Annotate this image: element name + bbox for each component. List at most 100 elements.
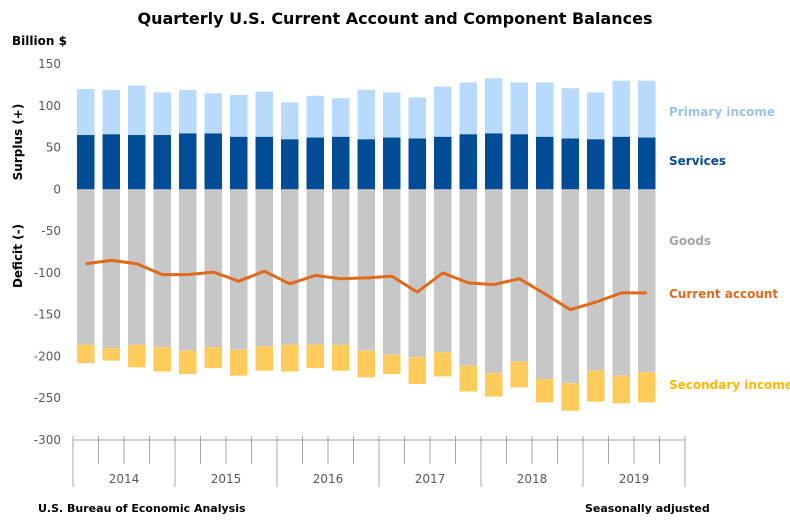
year-label: 2015 <box>211 472 242 486</box>
bar-goods <box>485 189 503 374</box>
bar-primary-income <box>536 82 554 137</box>
bar-services <box>612 136 630 190</box>
bar-services <box>459 134 477 190</box>
year-label: 2014 <box>109 472 140 486</box>
bar-primary-income <box>179 89 197 134</box>
bar-goods <box>612 189 630 376</box>
bar-goods <box>255 189 273 347</box>
bar-primary-income <box>408 97 426 139</box>
bar-services <box>383 137 401 190</box>
bar-secondary-income <box>128 344 146 368</box>
bar-goods <box>153 189 171 348</box>
bar-goods <box>179 189 197 351</box>
bar-secondary-income <box>587 370 605 402</box>
bar-goods <box>638 189 656 373</box>
bar-goods <box>306 189 324 345</box>
bar-goods <box>408 189 426 358</box>
y-tick-label: 50 <box>46 141 61 155</box>
seasonal-note: Seasonally adjusted <box>585 502 710 515</box>
y-label-surplus: Surplus (+) <box>11 104 25 181</box>
source-note: U.S. Bureau of Economic Analysis <box>38 502 246 515</box>
y-label-deficit: Deficit (-) <box>11 224 25 288</box>
bar-primary-income <box>255 91 273 137</box>
y-tick-label: -50 <box>41 224 61 238</box>
bar-primary-income <box>561 88 579 139</box>
bar-services <box>281 139 299 190</box>
bar-secondary-income <box>306 344 324 369</box>
bar-services <box>255 136 273 190</box>
year-label: 2018 <box>517 472 548 486</box>
bar-services <box>510 134 528 190</box>
bar-goods <box>128 189 146 345</box>
y-unit-label: Billion $ <box>12 34 67 48</box>
legend-label-goods: Goods <box>669 234 711 248</box>
legend-label-secondary-income: Secondary income <box>669 378 790 392</box>
bar-goods <box>459 189 477 366</box>
bar-primary-income <box>434 86 452 137</box>
bar-secondary-income <box>102 348 120 361</box>
bar-primary-income <box>306 95 324 138</box>
bar-primary-income <box>204 93 222 134</box>
bar-secondary-income <box>153 347 171 372</box>
line-current-account <box>85 258 647 312</box>
y-tick-label: 150 <box>38 57 61 71</box>
bar-services <box>128 135 146 190</box>
bar-primary-income <box>638 80 656 138</box>
bar-services <box>306 137 324 190</box>
year-label: 2019 <box>619 472 650 486</box>
bar-services <box>153 135 171 190</box>
bar-secondary-income <box>179 350 197 374</box>
bar-goods <box>102 189 120 349</box>
bar-primary-income <box>332 98 350 137</box>
y-tick-label: -250 <box>34 391 61 405</box>
bar-services <box>204 133 222 190</box>
bar-services <box>179 133 197 190</box>
bar-goods <box>204 189 222 348</box>
chart-title: Quarterly U.S. Current Account and Compo… <box>138 9 653 28</box>
legend-label-current-account: Current account <box>669 287 778 301</box>
bar-services <box>434 136 452 190</box>
bar-services <box>357 139 375 190</box>
bar-primary-income <box>153 92 171 136</box>
bar-services <box>485 133 503 190</box>
legend-label-primary-income: Primary income <box>669 105 775 119</box>
bar-secondary-income <box>638 372 656 403</box>
bar-secondary-income <box>561 383 579 411</box>
bar-primary-income <box>510 82 528 135</box>
bar-primary-income <box>383 92 401 138</box>
bar-goods <box>357 189 375 351</box>
bar-goods <box>561 189 579 384</box>
y-tick-label: -100 <box>34 266 61 280</box>
bar-services <box>587 139 605 190</box>
bar-secondary-income <box>434 352 452 377</box>
bar-services <box>230 136 248 190</box>
bar-goods <box>332 189 350 345</box>
bar-services <box>332 136 350 190</box>
year-label: 2017 <box>415 472 446 486</box>
bar-goods <box>281 189 299 345</box>
bar-secondary-income <box>230 349 248 376</box>
bar-secondary-income <box>332 344 350 371</box>
bar-goods <box>434 189 452 353</box>
bar-primary-income <box>102 89 120 135</box>
bar-secondary-income <box>485 373 503 397</box>
bar-primary-income <box>612 80 630 137</box>
bar-services <box>102 134 120 190</box>
bar-secondary-income <box>536 379 554 403</box>
bar-primary-income <box>281 102 299 140</box>
bar-goods <box>230 189 248 350</box>
bar-services <box>638 137 656 190</box>
bar-primary-income <box>128 85 146 136</box>
y-tick-label: 100 <box>38 99 61 113</box>
bar-primary-income <box>485 78 503 134</box>
y-tick-label: 0 <box>53 182 61 196</box>
bar-primary-income <box>77 89 95 136</box>
bar-services <box>561 138 579 190</box>
bar-primary-income <box>230 94 248 137</box>
bar-goods <box>77 189 95 345</box>
bar-secondary-income <box>357 350 375 378</box>
bar-goods <box>383 189 401 355</box>
bar-goods <box>536 189 554 380</box>
